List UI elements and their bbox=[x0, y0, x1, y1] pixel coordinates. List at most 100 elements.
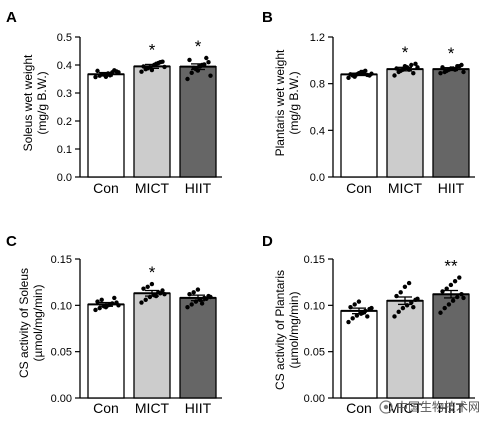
data-point bbox=[346, 75, 351, 81]
data-point bbox=[99, 297, 104, 302]
data-point bbox=[206, 60, 211, 65]
panel-letter: D bbox=[262, 233, 273, 250]
data-point bbox=[461, 69, 466, 75]
y-tick-label: 0.00 bbox=[304, 393, 325, 405]
bar-con bbox=[87, 303, 125, 399]
y-axis-title: CS activity of Soleus(µmol/mg/min) bbox=[17, 268, 45, 378]
data-point bbox=[185, 76, 190, 82]
data-point bbox=[394, 293, 399, 299]
category-label: MICT bbox=[388, 180, 423, 196]
significance-marker: * bbox=[195, 37, 202, 56]
data-point bbox=[450, 298, 456, 303]
data-point bbox=[93, 307, 98, 313]
category-label: HIIT bbox=[438, 180, 465, 196]
data-point bbox=[400, 305, 406, 311]
data-point bbox=[139, 300, 144, 305]
y-tick-label: 0.1 bbox=[57, 144, 72, 156]
watermark-text: 中国生物技术网 bbox=[396, 399, 480, 414]
y-tick-label: 0.15 bbox=[304, 254, 325, 266]
watermark: 中国生物技术网 bbox=[379, 399, 480, 414]
data-point bbox=[438, 70, 443, 76]
data-point bbox=[204, 55, 209, 61]
y-tick-label: 0.4 bbox=[57, 60, 72, 72]
y-axis-title: CS activity of Plantaris(µmol/mg/min) bbox=[273, 270, 301, 390]
data-point bbox=[95, 299, 100, 304]
bar-hiit bbox=[179, 66, 217, 178]
data-point bbox=[112, 295, 117, 301]
bar-con bbox=[340, 310, 378, 399]
watermark-logo-icon-inner bbox=[383, 404, 389, 410]
category-label: MICT bbox=[388, 400, 423, 416]
significance-marker: * bbox=[149, 41, 156, 60]
data-point bbox=[187, 57, 192, 63]
significance-marker: * bbox=[149, 263, 156, 282]
data-point bbox=[369, 305, 374, 311]
data-point bbox=[189, 70, 194, 76]
category-label: HIIT bbox=[438, 400, 465, 416]
y-axis-title-line: (µmol/mg/min) bbox=[287, 292, 301, 369]
y-axis-title-line: (µmol/mg/min) bbox=[31, 285, 45, 362]
y-axis-title: Soleus wet weight(mg/g B.W.) bbox=[21, 54, 49, 151]
category-label: HIIT bbox=[185, 400, 212, 416]
significance-marker: * bbox=[448, 44, 455, 63]
data-point bbox=[141, 286, 146, 291]
data-point bbox=[139, 69, 144, 74]
category-label: HIIT bbox=[185, 180, 212, 196]
data-point bbox=[195, 287, 201, 292]
data-point bbox=[365, 314, 370, 319]
data-point bbox=[392, 73, 397, 78]
panel-b: B 0.0 0.4 0.8 1.2 Plantaris wet weight(mg/g B… bbox=[262, 9, 475, 196]
bar-mict bbox=[386, 300, 424, 399]
data-point bbox=[411, 304, 416, 310]
data-point bbox=[444, 286, 449, 291]
y-axis-title-line: (mg/g B.W.) bbox=[35, 71, 49, 134]
bar-con bbox=[87, 73, 125, 178]
data-point bbox=[396, 309, 401, 315]
category-label: MICT bbox=[135, 180, 170, 196]
y-tick-label: 0.10 bbox=[51, 300, 72, 312]
data-point bbox=[158, 60, 163, 65]
data-point bbox=[208, 73, 213, 78]
significance-marker: * bbox=[402, 43, 409, 62]
data-point bbox=[438, 310, 443, 315]
data-point bbox=[406, 280, 412, 286]
y-axis-title-line: Soleus wet weight bbox=[21, 54, 35, 151]
panel-letter: A bbox=[6, 9, 17, 26]
data-point bbox=[413, 61, 418, 67]
y-tick-label: 0.8 bbox=[310, 79, 325, 91]
data-point bbox=[187, 292, 192, 297]
y-axis-title-line: CS activity of Plantaris bbox=[273, 270, 287, 390]
data-point bbox=[185, 304, 190, 310]
data-point bbox=[411, 70, 416, 76]
data-point bbox=[145, 284, 150, 289]
data-point bbox=[356, 299, 362, 304]
category-label: MICT bbox=[135, 400, 170, 416]
panel-c: C 0.00 0.05 0.10 0.15 CS activity of Soleus(µ… bbox=[6, 233, 222, 416]
data-point bbox=[409, 62, 414, 68]
y-tick-label: 0.0 bbox=[57, 172, 72, 184]
data-point bbox=[402, 284, 408, 289]
data-point bbox=[352, 302, 357, 307]
category-label: Con bbox=[93, 400, 119, 416]
data-point bbox=[457, 275, 462, 280]
data-point bbox=[149, 281, 155, 287]
data-point bbox=[191, 290, 196, 295]
y-tick-label: 0.5 bbox=[57, 32, 72, 44]
data-point bbox=[440, 289, 445, 294]
data-point bbox=[143, 297, 148, 302]
y-tick-label: 0.05 bbox=[51, 347, 72, 359]
y-axis-title-line: Plantaris wet weight bbox=[273, 49, 287, 156]
watermark-logo-icon bbox=[379, 400, 393, 414]
data-point bbox=[348, 304, 353, 310]
data-point bbox=[392, 314, 397, 319]
data-point bbox=[457, 63, 462, 69]
data-point bbox=[442, 305, 447, 311]
bar-con bbox=[340, 73, 378, 178]
data-point bbox=[93, 74, 98, 80]
significance-marker: ** bbox=[444, 257, 458, 276]
bar-mict bbox=[133, 292, 171, 399]
y-axis-title-line: CS activity of Soleus bbox=[17, 268, 31, 378]
category-label: Con bbox=[93, 180, 119, 196]
